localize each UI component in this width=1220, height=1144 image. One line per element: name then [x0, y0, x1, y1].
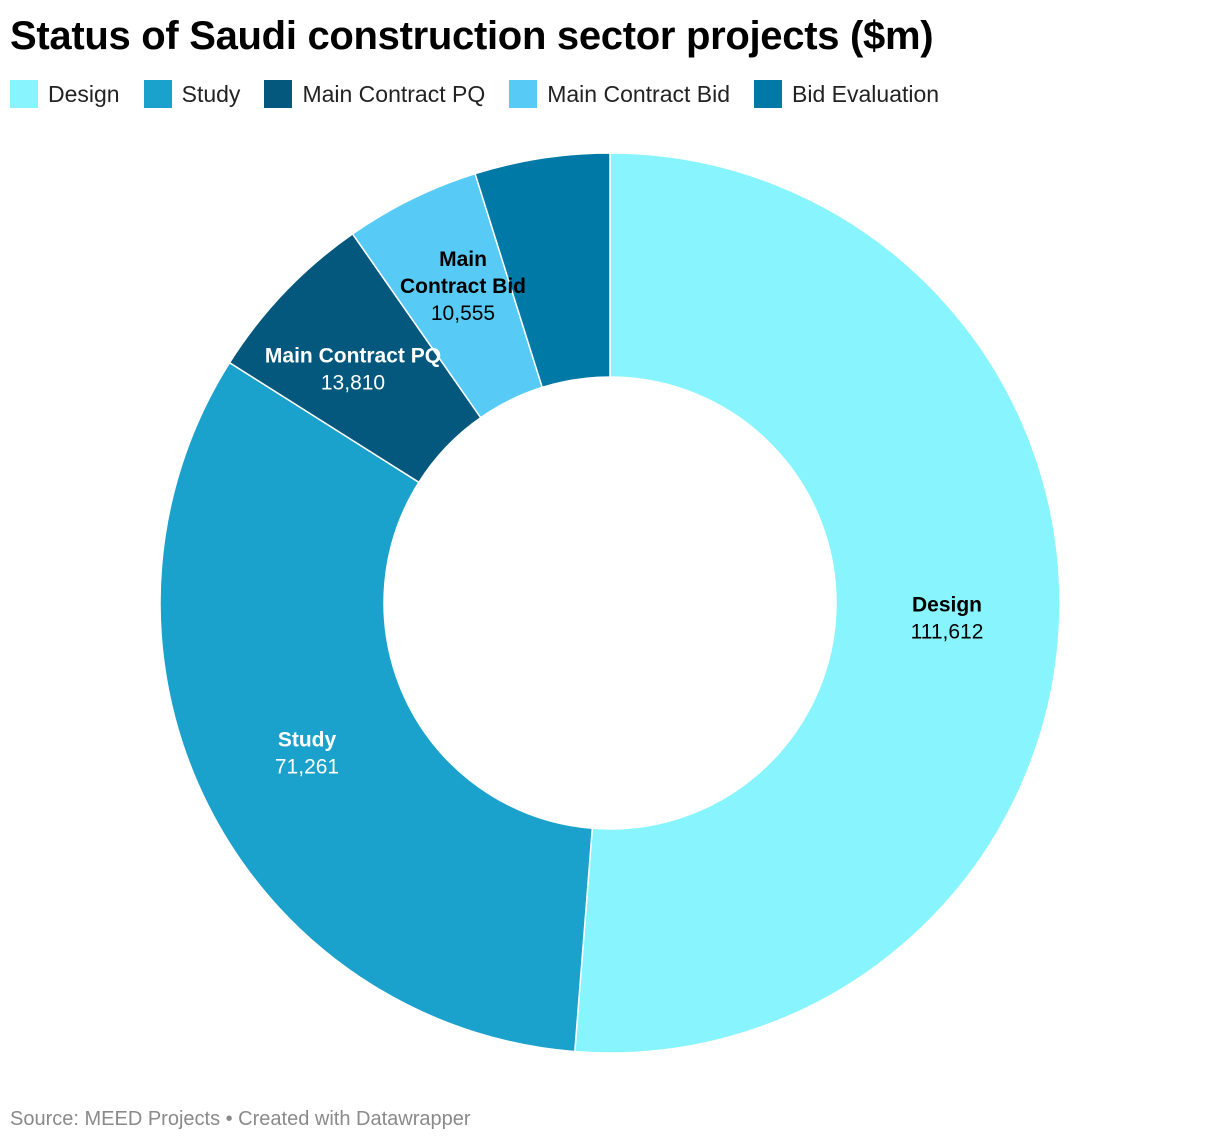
slice-label-design: Design: [912, 594, 982, 617]
slice-value-main-contract-bid: 10,555: [431, 302, 495, 325]
donut-labels: Design 111,612 Study 71,261 Main Contract PQ…: [265, 248, 983, 779]
donut-slices: [159, 152, 1061, 1054]
legend-item-main-contract-bid: Main Contract Bid: [509, 80, 730, 108]
slice-study: [159, 361, 594, 1053]
slice-label-study: Study: [278, 729, 337, 752]
slice-design: [573, 152, 1061, 1054]
slice-value-study: 71,261: [275, 756, 339, 779]
slice-label-main-contract-pq: Main Contract PQ: [265, 345, 441, 368]
legend: Design Study Main Contract PQ Main Contr…: [10, 78, 963, 110]
legend-swatch-study: [143, 80, 172, 108]
legend-swatch-main-contract-bid: [509, 80, 538, 108]
legend-swatch-main-contract-pq: [264, 80, 293, 108]
legend-label-bid-evaluation: Bid Evaluation: [792, 80, 940, 107]
chart-title: Status of Saudi construction sector proj…: [10, 14, 934, 58]
slice-value-main-contract-pq: 13,810: [321, 372, 385, 395]
legend-label-design: Design: [48, 80, 120, 107]
legend-item-main-contract-pq: Main Contract PQ: [264, 80, 485, 108]
legend-label-main-contract-pq: Main Contract PQ: [302, 80, 486, 107]
slice-value-design: 111,612: [911, 621, 984, 644]
legend-swatch-bid-evaluation: [754, 80, 783, 108]
legend-item-study: Study: [143, 80, 241, 108]
legend-item-design: Design: [10, 80, 120, 108]
slice-label-main-contract-bid-line1: Main: [439, 248, 487, 271]
legend-label-main-contract-bid: Main Contract Bid: [547, 80, 731, 107]
slice-label-main-contract-bid-line2: Contract Bid: [400, 275, 526, 298]
source-footer: Source: MEED Projects • Created with Dat…: [10, 1108, 471, 1130]
legend-swatch-design: [10, 80, 38, 108]
legend-label-study: Study: [181, 80, 241, 107]
slice-bid-evaluation: [474, 152, 611, 389]
legend-item-bid-evaluation: Bid Evaluation: [754, 80, 939, 108]
